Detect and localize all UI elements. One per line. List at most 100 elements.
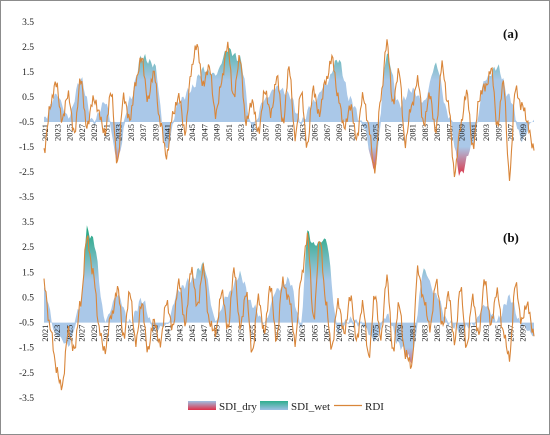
x-tick-label: 2057 bbox=[261, 124, 271, 141]
y-tick-label: -0.5 bbox=[19, 319, 34, 329]
y-tick-label: 1.5 bbox=[22, 68, 34, 78]
legend-label-sdi-wet: SDI_wet bbox=[291, 401, 330, 413]
x-tick-label: 2025 bbox=[65, 124, 75, 141]
x-tick-label: 2055 bbox=[248, 124, 258, 141]
x-tick-label: 2023 bbox=[52, 325, 62, 342]
sdi-wet-area bbox=[44, 225, 534, 323]
panel-b-rdi-series bbox=[43, 232, 535, 391]
x-tick-label: 2093 bbox=[481, 124, 491, 141]
x-tick-label: 2097 bbox=[506, 325, 516, 342]
x-tick-label: 2087 bbox=[444, 325, 454, 342]
panel-a-y-axis: 3.5 2.5 1.5 0.5 -0.5 -1.5 -2.5 -3.5 bbox=[19, 18, 34, 203]
y-tick-label: 0.5 bbox=[22, 293, 34, 303]
x-tick-label: 2061 bbox=[285, 124, 295, 141]
x-tick-label: 2035 bbox=[126, 325, 136, 342]
x-tick-label: 2053 bbox=[236, 124, 246, 141]
panel-a-x-axis: 2021 2023 2025 2027 2029 2031 2033 2035 2037 2039… bbox=[40, 124, 528, 141]
x-tick-label: 2043 bbox=[175, 124, 185, 141]
y-tick-label: -2.5 bbox=[19, 369, 34, 379]
x-tick-label: 2099 bbox=[518, 325, 528, 342]
y-tick-label: 0.5 bbox=[22, 93, 34, 103]
x-tick-label: 2095 bbox=[493, 325, 503, 342]
y-tick-label: -0.5 bbox=[19, 118, 34, 128]
x-tick-label: 2085 bbox=[432, 124, 442, 141]
x-tick-label: 2037 bbox=[138, 325, 148, 342]
x-tick-label: 2089 bbox=[457, 124, 467, 141]
x-tick-label: 2045 bbox=[187, 124, 197, 141]
x-tick-label: 2061 bbox=[285, 325, 295, 342]
x-tick-label: 2043 bbox=[175, 325, 185, 342]
x-tick-label: 2057 bbox=[261, 325, 271, 342]
x-tick-label: 2089 bbox=[457, 325, 467, 342]
panel-a-rdi-series bbox=[43, 39, 535, 181]
panel-b-x-axis: 2021 2023 2025 2027 2029 2031 2033 2035 2037 2039… bbox=[40, 325, 528, 342]
y-tick-label: -1.5 bbox=[19, 344, 34, 354]
x-tick-label: 2077 bbox=[383, 325, 393, 342]
x-tick-label: 2095 bbox=[493, 124, 503, 141]
legend-swatch-sdi-dry bbox=[188, 401, 216, 410]
y-tick-label: -2.5 bbox=[19, 168, 34, 178]
y-tick-label: 1.5 bbox=[22, 268, 34, 278]
x-tick-label: 2099 bbox=[518, 124, 528, 141]
x-tick-label: 2097 bbox=[506, 124, 516, 141]
x-tick-label: 2045 bbox=[187, 325, 197, 342]
x-tick-label: 2039 bbox=[150, 325, 160, 342]
x-tick-label: 2027 bbox=[77, 124, 87, 141]
x-tick-label: 2093 bbox=[481, 325, 491, 342]
x-tick-label: 2075 bbox=[371, 124, 381, 141]
x-tick-label: 2077 bbox=[383, 124, 393, 141]
x-tick-label: 2031 bbox=[101, 325, 111, 342]
sdi-dry-area bbox=[44, 322, 534, 364]
x-tick-label: 2083 bbox=[420, 124, 430, 141]
x-tick-label: 2029 bbox=[89, 124, 99, 141]
x-tick-label: 2067 bbox=[322, 325, 332, 342]
x-tick-label: 2035 bbox=[126, 124, 136, 141]
x-tick-label: 2053 bbox=[236, 325, 246, 342]
x-tick-label: 2069 bbox=[334, 124, 344, 141]
x-tick-label: 2085 bbox=[432, 325, 442, 342]
x-tick-label: 2033 bbox=[114, 124, 124, 141]
x-tick-label: 2081 bbox=[408, 124, 418, 141]
x-tick-label: 2055 bbox=[248, 325, 258, 342]
y-tick-label: 3.5 bbox=[22, 18, 34, 28]
x-tick-label: 2079 bbox=[395, 325, 405, 342]
y-tick-label: -1.5 bbox=[19, 143, 34, 153]
x-tick-label: 2047 bbox=[199, 325, 209, 342]
x-tick-label: 2063 bbox=[297, 124, 307, 141]
x-tick-label: 2091 bbox=[469, 124, 479, 141]
legend-swatch-sdi-wet bbox=[260, 401, 288, 410]
panel-b: 3.52.51.50.5-0.5-1.5-2.5-3.5 2021 2023 202… bbox=[19, 218, 535, 404]
x-tick-label: 2083 bbox=[420, 325, 430, 342]
x-tick-label: 2021 bbox=[40, 124, 50, 141]
x-tick-label: 2063 bbox=[297, 325, 307, 342]
x-tick-label: 2021 bbox=[40, 325, 50, 342]
x-tick-label: 2037 bbox=[138, 124, 148, 141]
panel-a-label: (a) bbox=[503, 26, 518, 41]
y-tick-label: 3.5 bbox=[22, 218, 34, 228]
x-tick-label: 2027 bbox=[77, 325, 87, 342]
x-tick-label: 2047 bbox=[199, 124, 209, 141]
rdi-line bbox=[43, 39, 535, 181]
y-tick-label: -3.5 bbox=[19, 193, 34, 203]
x-tick-label: 2091 bbox=[469, 325, 479, 342]
legend: SDI_dry SDI_wet RDI bbox=[188, 401, 384, 413]
x-tick-label: 2033 bbox=[114, 325, 124, 342]
y-tick-label: 2.5 bbox=[22, 243, 34, 253]
x-tick-label: 2087 bbox=[444, 124, 454, 141]
panel-a-sdi-area bbox=[44, 47, 534, 176]
x-tick-label: 2065 bbox=[310, 325, 320, 342]
legend-label-sdi-dry: SDI_dry bbox=[219, 401, 257, 413]
x-tick-label: 2065 bbox=[310, 124, 320, 141]
y-tick-label: 2.5 bbox=[22, 43, 34, 53]
x-tick-label: 2071 bbox=[346, 325, 356, 342]
x-tick-label: 2029 bbox=[89, 325, 99, 342]
x-tick-label: 2051 bbox=[224, 325, 234, 342]
rdi-line bbox=[43, 232, 535, 391]
x-tick-label: 2023 bbox=[52, 124, 62, 141]
x-tick-label: 2039 bbox=[150, 124, 160, 141]
sdi-wet-area bbox=[44, 47, 534, 122]
panel-a: 3.52.51.50.5-0.5-1.5-2.5-3.5 2021 2023 202… bbox=[19, 18, 535, 203]
x-tick-label: 2071 bbox=[346, 124, 356, 141]
